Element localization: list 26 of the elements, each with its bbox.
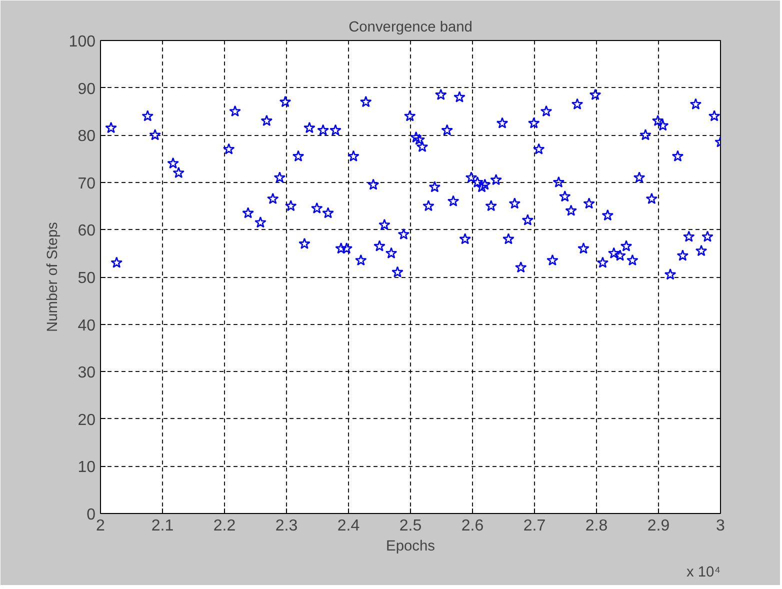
y-tick-label: 50 [78,270,96,287]
y-tick-label: 100 [68,34,96,50]
text: x 10⁴ [686,564,720,580]
x-tick-label: 3 [716,518,726,534]
x-tick-label: 2 [96,518,106,534]
y-tick-label: 20 [78,412,96,429]
y-tick-label: 40 [78,317,96,334]
x-axis-title: Epochs [386,538,435,554]
y-tick-label: 70 [78,175,96,192]
x-tick-label: 2.6 [461,518,484,534]
x-tick-label: 2.5 [399,518,422,534]
y-tick-label: 10 [78,459,96,476]
x-tick-label: 2.2 [213,518,236,534]
x-tick-label: 2.3 [275,518,298,534]
y-tick-label: 90 [78,80,96,98]
x-tick-label: 2.8 [585,518,608,534]
y-tick-label: 60 [78,222,96,240]
x-tick-label: 2.7 [523,518,546,534]
x-tick-label: 2.4 [337,518,360,534]
y-tick-label: 80 [78,128,96,146]
y-tick-label: 0 [86,506,96,524]
chart-title: Convergence band [348,20,472,36]
y-axis-title: Number of Steps [44,222,61,332]
y-tick-label: 30 [78,364,96,382]
x-tick-label: 2.9 [647,518,670,534]
x-tick-label: 2.1 [151,518,174,534]
